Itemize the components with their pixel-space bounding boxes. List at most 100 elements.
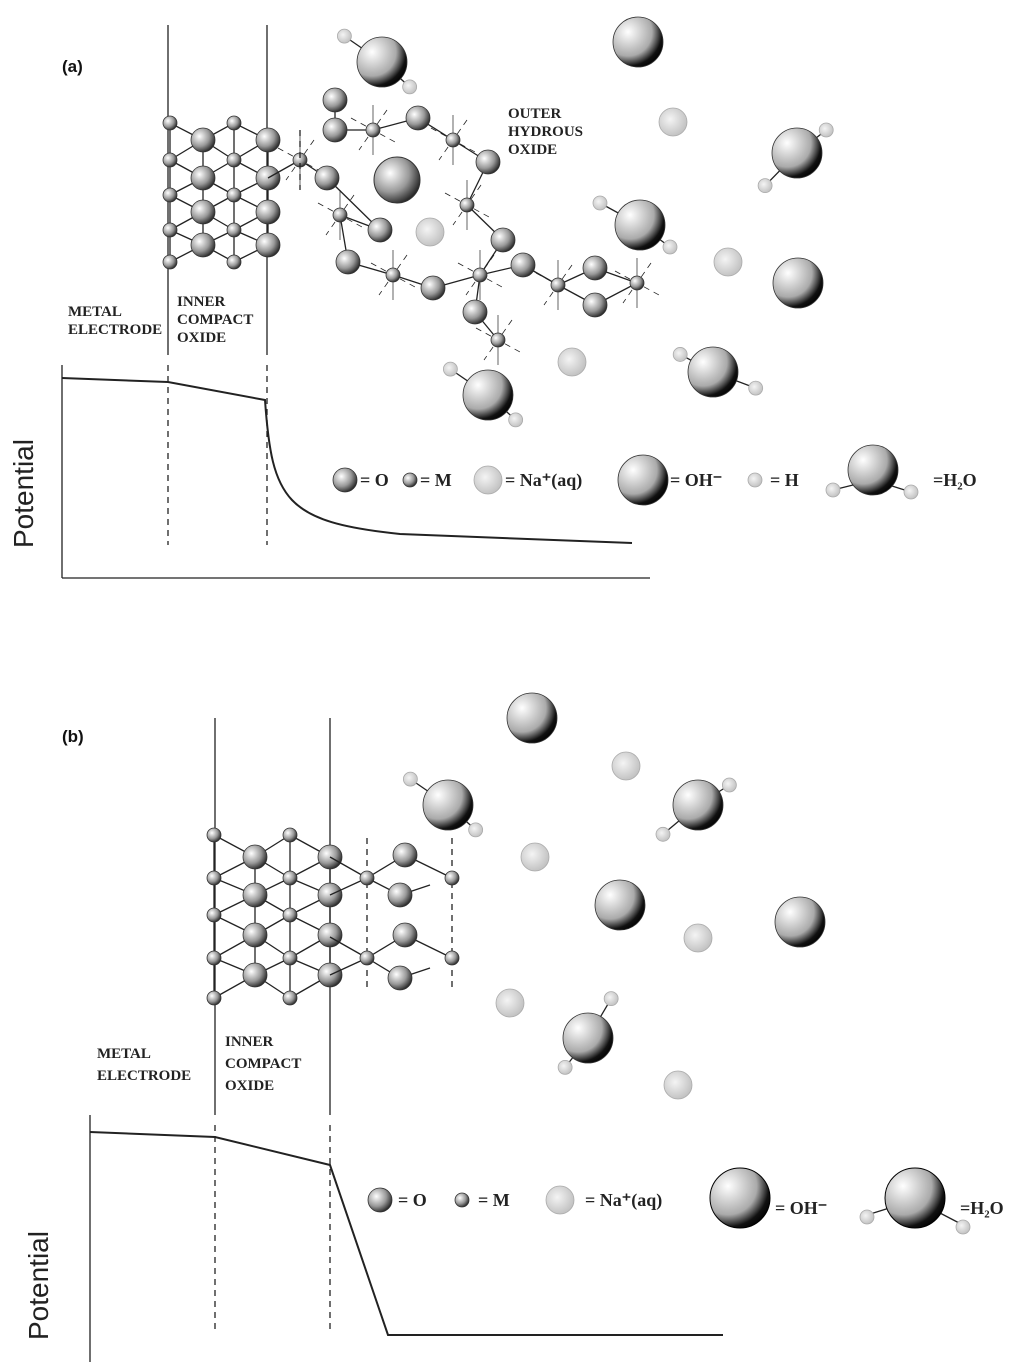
region-label: METAL: [97, 1046, 151, 1062]
potential-curve: [62, 378, 632, 543]
atom-m: [455, 1193, 469, 1207]
legend-label: = OH⁻: [775, 1198, 827, 1218]
atom-m: [473, 268, 487, 282]
structure: [62, 17, 970, 1362]
atom-na: [612, 752, 640, 780]
atom-m: [386, 268, 400, 282]
atom-h: [403, 80, 417, 94]
atom-o: [406, 106, 430, 130]
atom-h: [722, 778, 736, 792]
axis-label: Potential: [23, 1231, 54, 1340]
atom-oh: [463, 370, 513, 420]
atom-m: [446, 133, 460, 147]
atom-na: [521, 843, 549, 871]
atom-m: [283, 908, 297, 922]
atom-oh: [618, 455, 668, 505]
atom-m: [227, 255, 241, 269]
atom-m: [460, 198, 474, 212]
atom-oh: [615, 200, 665, 250]
atom-m: [163, 223, 177, 237]
legend-label: =H₂O: [960, 1198, 1004, 1218]
atom-oh: [673, 780, 723, 830]
atom-o: [393, 923, 417, 947]
panel-label: (a): [62, 57, 83, 76]
region-label: COMPACT: [177, 312, 253, 328]
atom-o: [421, 276, 445, 300]
atom-oh: [773, 258, 823, 308]
atom-m: [163, 153, 177, 167]
legend-label: = H: [770, 470, 799, 490]
region-label: OUTER: [508, 106, 562, 122]
atom-o: [256, 233, 280, 257]
atom-m: [360, 871, 374, 885]
atom-oh: [423, 780, 473, 830]
atom-h: [593, 196, 607, 210]
atom-o: [368, 218, 392, 242]
atom-o: [323, 118, 347, 142]
atom-o: [243, 883, 267, 907]
region-label: OXIDE: [177, 330, 226, 346]
atom-m: [207, 908, 221, 922]
legend-label: = Na⁺(aq): [505, 470, 582, 491]
atom-o: [333, 468, 357, 492]
panel-label: (b): [62, 727, 84, 746]
atom-m: [333, 208, 347, 222]
atom-h: [748, 473, 762, 487]
atom-m: [207, 828, 221, 842]
atom-oh: [595, 880, 645, 930]
atom-h: [860, 1210, 874, 1224]
atom-o: [511, 253, 535, 277]
region-label: INNER: [225, 1034, 274, 1050]
legend-label: = Na⁺(aq): [585, 1190, 662, 1211]
atom-o: [243, 845, 267, 869]
atom-h: [469, 823, 483, 837]
atom-o: [315, 166, 339, 190]
atom-oh: [507, 693, 557, 743]
atom-h: [443, 362, 457, 376]
atom-h: [656, 827, 670, 841]
atom-o: [191, 128, 215, 152]
atom-h: [673, 347, 687, 361]
atom-oh: [613, 17, 663, 67]
atom-oh: [885, 1168, 945, 1228]
atom-m: [445, 871, 459, 885]
region-label: HYDROUS: [508, 124, 583, 140]
region-label: OXIDE: [508, 142, 557, 158]
atom-m: [207, 951, 221, 965]
atom-m: [403, 473, 417, 487]
atom-m: [283, 828, 297, 842]
axis-label: Potential: [8, 439, 39, 548]
atom-m: [227, 116, 241, 130]
atom-o: [583, 256, 607, 280]
atom-o: [336, 250, 360, 274]
atom-na: [664, 1071, 692, 1099]
atom-na: [546, 1186, 574, 1214]
atom-h: [663, 240, 677, 254]
atom-oh: [772, 128, 822, 178]
atom-m: [366, 123, 380, 137]
atom-h: [956, 1220, 970, 1234]
atom-na: [474, 466, 502, 494]
atom-oh: [710, 1168, 770, 1228]
atom-o: [388, 966, 412, 990]
region-label: METAL: [68, 304, 122, 320]
atom-m: [227, 188, 241, 202]
atom-oh: [775, 897, 825, 947]
atom-oh: [357, 37, 407, 87]
atom-o: [393, 843, 417, 867]
atom-na: [416, 218, 444, 246]
atom-m: [360, 951, 374, 965]
atom-m: [630, 276, 644, 290]
atom-oh: [563, 1013, 613, 1063]
atom-h: [509, 413, 523, 427]
atom-o: [318, 923, 342, 947]
atom-o: [368, 1188, 392, 1212]
atom-h: [749, 381, 763, 395]
atom-o: [256, 128, 280, 152]
atom-o: [256, 200, 280, 224]
atom-na: [496, 989, 524, 1017]
atom-m: [207, 871, 221, 885]
atom-m: [491, 333, 505, 347]
legend-label: = OH⁻: [670, 470, 722, 490]
region-label: OXIDE: [225, 1078, 274, 1094]
